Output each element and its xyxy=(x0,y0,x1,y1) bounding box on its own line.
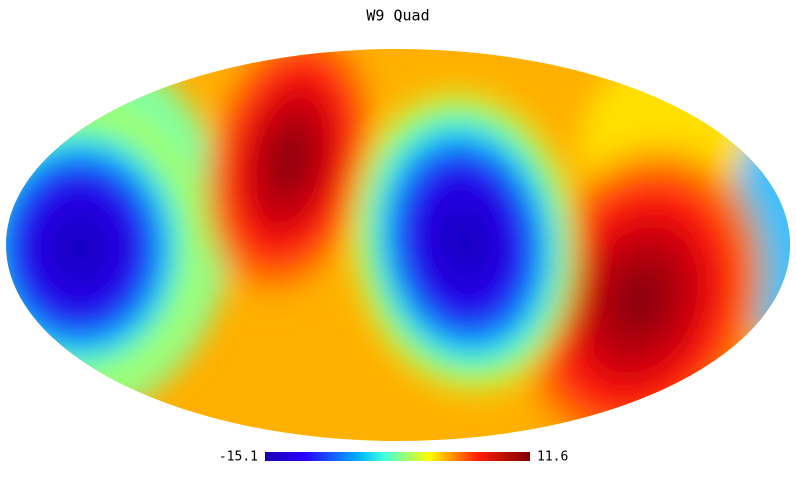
colorbar: -15.1 11.6 xyxy=(219,450,568,465)
map-title: W9 Quad xyxy=(366,7,429,25)
colorbar-max-label: 11.6 xyxy=(537,450,568,465)
colorbar-min-label: -15.1 xyxy=(219,450,258,465)
colorbar-scale xyxy=(265,452,530,461)
